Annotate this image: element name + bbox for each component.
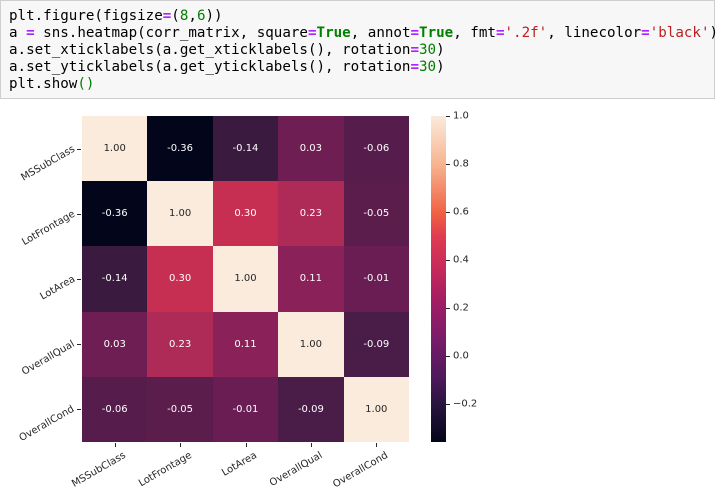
colorbar-tick [446,355,450,357]
colorbar-tick [446,259,450,261]
y-tick-label: LotFrontage [19,208,77,248]
heatmap-cell: -0.01 [212,376,279,442]
x-tick [245,443,247,447]
colorbar-tick [446,307,450,309]
colorbar-tick-label: 0.2 [453,302,469,314]
y-tick-label: MSSubClass [19,143,77,184]
code-line-5: plt.show() [9,76,95,92]
y-tick-label: OverallCond [17,404,77,445]
colorbar-tick-label: 0.8 [453,158,469,170]
colorbar [431,116,446,442]
heatmap-grid: 1.00 -0.36 -0.14 0.03 -0.06 -0.36 1.00 0.30 0.23… [82,116,409,442]
heatmap-cell: -0.06 [82,376,148,442]
colorbar-tick-label: 1.0 [453,110,469,122]
heatmap-cell: 0.11 [278,246,344,312]
heatmap-cell: 1.00 [147,181,213,247]
y-tick [77,213,81,215]
code-line-2: a = sns.heatmap(corr_matrix, square=True… [9,25,717,41]
heatmap-cell: -0.14 [212,116,279,182]
colorbar-tick-label: 0.0 [453,350,469,362]
colorbar-tick [446,163,450,165]
colorbar-tick-label: 0.4 [453,254,469,266]
heatmap-cell: 0.03 [82,311,148,377]
x-tick-label: OverallQual [267,450,325,489]
x-tick-label: LotArea [220,450,259,479]
heatmap-cell: 0.30 [212,181,279,247]
heatmap-cell: -0.36 [82,181,148,247]
code-line-1: plt.figure(figsize=(8,6)) [9,8,223,24]
x-tick [114,443,116,447]
x-tick-label: MSSubClass [70,450,129,490]
colorbar-tick-label: 0.6 [453,206,469,218]
x-tick [310,443,312,447]
code-line-4: a.set_yticklabels(a.get_yticklabels(), r… [9,59,445,75]
y-tick [77,344,81,346]
heatmap-cell: 1.00 [82,116,148,182]
heatmap-cell: 0.23 [147,311,213,377]
code-cell[interactable]: plt.figure(figsize=(8,6)) a = sns.heatma… [0,0,717,99]
heatmap-cell: -0.05 [343,181,409,247]
x-tick [376,443,378,447]
heatmap-cell: 0.23 [278,181,344,247]
colorbar-tick [446,403,450,405]
heatmap-cell: 1.00 [212,246,279,312]
heatmap-cell: 0.30 [147,246,213,312]
x-tick-label: OverallCond [331,450,390,491]
heatmap-cell: 0.11 [212,311,279,377]
y-tick [77,409,81,411]
colorbar-tick-label: −0.2 [453,398,478,410]
x-tick-label: LotFrontage [136,450,194,490]
y-tick [77,148,81,150]
heatmap-cell: -0.14 [82,246,148,312]
heatmap-cell: 0.03 [278,116,344,182]
code-text[interactable]: plt.figure(figsize=(8,6)) a = sns.heatma… [9,8,717,93]
colorbar-tick [446,116,450,117]
heatmap-cell: -0.36 [147,116,213,182]
heatmap-cell: -0.06 [343,116,409,182]
y-tick-label: LotArea [37,273,77,303]
x-tick [180,443,182,447]
y-tick-label: OverallQual [20,338,77,378]
heatmap-cell: -0.09 [278,376,344,442]
heatmap-cell: -0.05 [147,376,213,442]
heatmap-cell: -0.01 [343,246,409,312]
code-line-3: a.set_xticklabels(a.get_xticklabels(), r… [9,42,445,58]
heatmap-cell: -0.09 [343,311,409,377]
y-tick [77,279,81,280]
colorbar-tick [446,211,450,213]
heatmap-cell: 1.00 [343,376,409,442]
heatmap-cell: 1.00 [278,311,344,377]
